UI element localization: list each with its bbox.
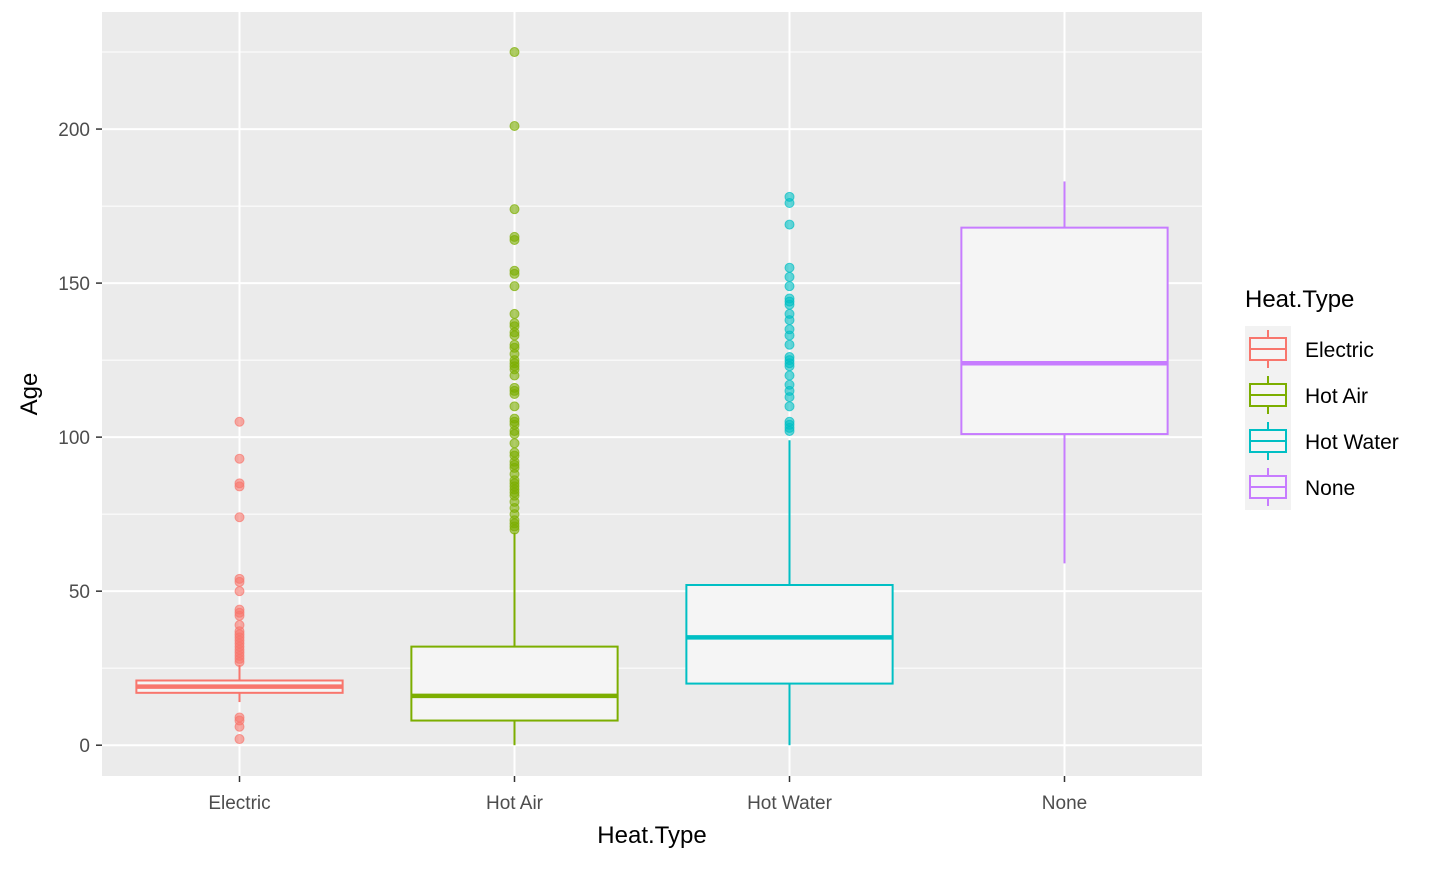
- outlier-point: [785, 282, 794, 291]
- outlier-point: [510, 319, 519, 328]
- outlier-point: [235, 735, 244, 744]
- outlier-point: [785, 340, 794, 349]
- outlier-point: [235, 417, 244, 426]
- outlier-point: [235, 479, 244, 488]
- outlier-point: [510, 414, 519, 423]
- y-tick-label: 150: [58, 274, 90, 295]
- x-tick-label: None: [1042, 793, 1087, 814]
- outlier-point: [510, 383, 519, 392]
- outlier-point: [785, 417, 794, 426]
- outlier-point: [235, 713, 244, 722]
- x-tick-label: Hot Water: [747, 793, 832, 814]
- outlier-point: [785, 353, 794, 362]
- outlier-point: [510, 448, 519, 457]
- outlier-point: [510, 439, 519, 448]
- outlier-point: [785, 220, 794, 229]
- legend-label: Electric: [1305, 339, 1374, 362]
- y-tick-label: 0: [79, 736, 90, 757]
- outlier-point: [785, 192, 794, 201]
- iqr-box: [961, 228, 1167, 434]
- x-axis-title: Heat.Type: [597, 822, 706, 849]
- y-tick-label: 200: [58, 120, 90, 141]
- legend-title: Heat.Type: [1245, 286, 1354, 313]
- outlier-point: [235, 587, 244, 596]
- outlier-point: [785, 272, 794, 281]
- legend-item-electric: Electric: [1245, 326, 1374, 372]
- outlier-point: [510, 232, 519, 241]
- outlier-point: [785, 371, 794, 380]
- y-tick-label: 100: [58, 428, 90, 449]
- outlier-point: [785, 309, 794, 318]
- outlier-point: [235, 621, 244, 630]
- iqr-box: [411, 647, 617, 721]
- outlier-point: [235, 574, 244, 583]
- outlier-point: [510, 205, 519, 214]
- outlier-point: [510, 121, 519, 130]
- x-tick-label: Electric: [208, 793, 270, 814]
- legend-item-none: None: [1245, 464, 1355, 510]
- outlier-point: [510, 282, 519, 291]
- legend-label: None: [1305, 477, 1355, 500]
- legend-item-hot-air: Hot Air: [1245, 372, 1368, 418]
- y-tick-label: 50: [69, 582, 90, 603]
- y-axis-title: Age: [16, 373, 43, 416]
- outlier-point: [510, 309, 519, 318]
- x-tick-label: Hot Air: [486, 793, 544, 814]
- outlier-point: [510, 340, 519, 349]
- outlier-point: [235, 513, 244, 522]
- outlier-point: [785, 294, 794, 303]
- outlier-point: [785, 402, 794, 411]
- outlier-point: [785, 325, 794, 334]
- legend-item-hot-water: Hot Water: [1245, 418, 1399, 464]
- iqr-box: [686, 585, 892, 684]
- outlier-point: [510, 48, 519, 57]
- legend-label: Hot Air: [1305, 385, 1368, 408]
- outlier-point: [235, 605, 244, 614]
- outlier-point: [785, 380, 794, 389]
- legend-label: Hot Water: [1305, 431, 1399, 454]
- outlier-point: [235, 454, 244, 463]
- outlier-point: [510, 402, 519, 411]
- outlier-point: [510, 266, 519, 275]
- legend: Heat.Type Electric Hot Air Hot Water None: [1245, 286, 1399, 510]
- outlier-point: [785, 263, 794, 272]
